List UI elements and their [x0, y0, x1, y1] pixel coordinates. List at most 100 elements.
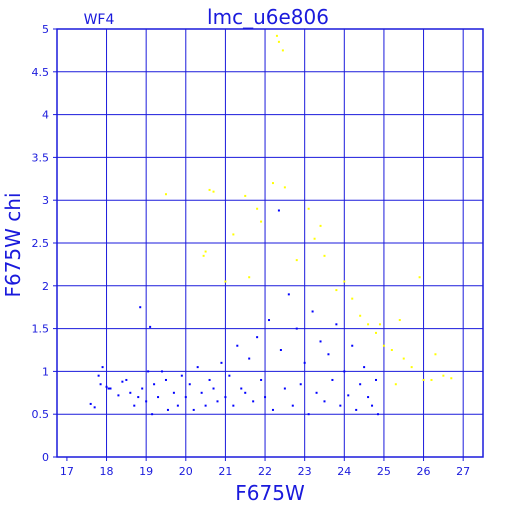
- data-point: [371, 404, 374, 407]
- data-point: [295, 327, 298, 330]
- data-point: [248, 276, 251, 279]
- data-point: [224, 280, 227, 283]
- data-point: [228, 374, 231, 377]
- data-point: [363, 366, 366, 369]
- data-point: [327, 353, 330, 356]
- data-point: [331, 378, 334, 381]
- data-point: [410, 366, 413, 369]
- data-point: [260, 220, 263, 223]
- data-point: [244, 194, 247, 197]
- data-point: [323, 254, 326, 257]
- data-point: [268, 319, 271, 322]
- data-point: [442, 374, 445, 377]
- x-tick-label: 24: [337, 465, 351, 478]
- data-point: [287, 293, 290, 296]
- data-point: [109, 387, 112, 390]
- data-point: [418, 276, 421, 279]
- data-point: [382, 344, 385, 347]
- x-tick-label: 21: [218, 465, 232, 478]
- data-point: [93, 406, 96, 409]
- data-point: [204, 250, 207, 253]
- data-point: [212, 190, 215, 193]
- data-point: [244, 391, 247, 394]
- data-point: [137, 396, 140, 399]
- data-point: [303, 361, 306, 364]
- corner-label: WF4: [84, 12, 115, 28]
- data-point: [367, 323, 370, 326]
- data-point: [232, 233, 235, 236]
- data-point: [202, 254, 205, 257]
- data-point: [375, 378, 378, 381]
- data-point: [161, 370, 164, 373]
- x-tick-label: 23: [298, 465, 312, 478]
- data-point: [359, 314, 362, 317]
- y-tick-label: 0: [42, 451, 49, 464]
- data-point: [375, 331, 378, 334]
- data-point: [216, 400, 219, 403]
- data-point: [129, 391, 132, 394]
- data-point: [133, 404, 136, 407]
- data-point: [184, 396, 187, 399]
- data-point: [307, 413, 310, 416]
- data-point: [248, 357, 251, 360]
- data-point: [139, 306, 142, 309]
- data-point: [200, 391, 203, 394]
- data-point: [355, 408, 358, 411]
- x-tick-label: 27: [456, 465, 470, 478]
- data-point: [323, 400, 326, 403]
- data-point: [236, 344, 239, 347]
- y-tick-label: 1: [42, 365, 49, 378]
- data-point: [141, 387, 144, 390]
- y-tick-label: 2: [42, 280, 49, 293]
- data-point: [149, 325, 152, 328]
- y-axis-label: F675W chi: [1, 192, 25, 297]
- data-point: [220, 361, 223, 364]
- x-tick-label: 26: [417, 465, 431, 478]
- data-point: [208, 378, 211, 381]
- data-points: [89, 34, 453, 416]
- data-point: [351, 297, 354, 300]
- y-tick-label: 4.5: [32, 66, 50, 79]
- data-point: [313, 237, 316, 240]
- data-point: [402, 357, 405, 360]
- data-point: [434, 353, 437, 356]
- data-point: [283, 186, 286, 189]
- x-tick-label: 25: [377, 465, 391, 478]
- x-tick-label: 20: [179, 465, 193, 478]
- data-point: [260, 378, 263, 381]
- data-point: [335, 323, 338, 326]
- data-point: [212, 387, 215, 390]
- data-point: [252, 400, 255, 403]
- data-point: [450, 377, 453, 380]
- data-point: [107, 387, 110, 390]
- data-point: [367, 396, 370, 399]
- data-point: [319, 340, 322, 343]
- data-point: [145, 400, 148, 403]
- data-point: [196, 366, 199, 369]
- tick-labels: 17 18 19 20 21 22 23 24 25 26 27 0 0.5 1 1.5 2 2.5 3 3.5 4 4…: [32, 23, 471, 478]
- data-point: [125, 378, 128, 381]
- data-point: [176, 404, 179, 407]
- y-tick-label: 5: [42, 23, 49, 36]
- x-axis-label: F675W: [235, 481, 305, 505]
- data-point: [430, 378, 433, 381]
- chart-title: lmc_u6e806: [207, 5, 329, 29]
- data-point: [192, 408, 195, 411]
- data-point: [275, 34, 278, 37]
- y-tick-label: 3: [42, 194, 49, 207]
- data-point: [295, 259, 298, 262]
- data-point: [315, 391, 318, 394]
- data-point: [121, 380, 124, 383]
- y-tick-label: 0.5: [32, 408, 50, 421]
- data-point: [422, 378, 425, 381]
- data-point: [339, 404, 342, 407]
- data-point: [157, 396, 160, 399]
- data-point: [147, 370, 150, 373]
- data-point: [164, 378, 167, 381]
- data-point: [97, 374, 100, 377]
- data-point: [311, 310, 314, 313]
- data-point: [151, 413, 154, 416]
- data-point: [291, 404, 294, 407]
